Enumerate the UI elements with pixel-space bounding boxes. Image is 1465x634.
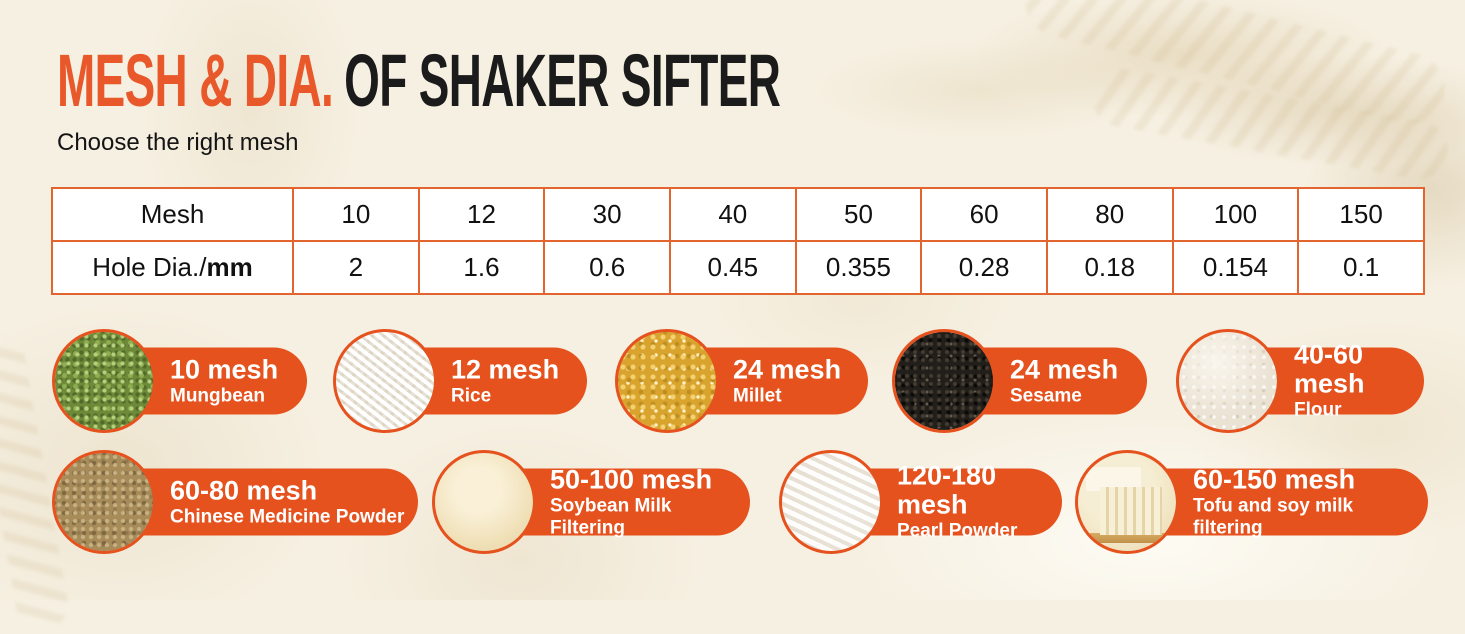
pearl-powder-photo-icon	[779, 450, 883, 554]
badge-chinese-medicine-powder: 60-80 mesh Chinese Medicine Powder	[52, 450, 418, 554]
sesame-photo-icon	[892, 329, 996, 433]
wheat-decoration-icon	[1017, 0, 1453, 131]
badge-product-label: Chinese Medicine Powder	[170, 506, 405, 528]
mesh-value: 80	[1045, 187, 1174, 242]
page-subtitle: Choose the right mesh	[57, 129, 299, 156]
tofu-photo-icon	[1075, 450, 1179, 554]
chinese-medicine-powder-photo-icon	[52, 450, 156, 554]
badge-rice: 12 mesh Rice	[333, 329, 587, 433]
mesh-value: 150	[1297, 187, 1425, 242]
page-title-accent: MESH & DIA.	[57, 39, 334, 122]
hole-dia-value: 0.18	[1045, 240, 1174, 295]
badge-product-label: Flour	[1294, 399, 1342, 421]
mesh-value: 40	[668, 187, 797, 242]
badge-product-label: Soybean Milk Filtering	[550, 495, 672, 539]
badge-mesh-label: 40-60 mesh	[1294, 339, 1365, 399]
badge-mesh-label: 10 mesh	[170, 354, 279, 384]
badge-product-label: Sesame	[1010, 385, 1082, 407]
badge-millet: 24 mesh Millet	[615, 329, 868, 433]
hole-dia-value: 0.28	[920, 240, 1048, 295]
badge-mesh-label: 12 mesh	[451, 354, 560, 384]
badge-mesh-label: 24 mesh	[1010, 354, 1119, 384]
millet-photo-icon	[615, 329, 719, 433]
mungbean-photo-icon	[52, 329, 156, 433]
badge-product-label: Tofu and soy milk filtering	[1193, 495, 1354, 539]
soybean-milk-photo-icon	[432, 450, 536, 554]
badge-mesh-label: 120-180 mesh	[897, 460, 997, 520]
badge-mesh-label: 60-80 mesh	[170, 475, 318, 505]
mesh-value: 10	[292, 187, 420, 242]
hole-dia-value: 0.1	[1297, 240, 1425, 295]
hole-dia-row-header: Hole Dia./mm	[51, 240, 294, 295]
table-row-hole-dia: Hole Dia./mm 2 1.6 0.6 0.45 0.355 0.28 0…	[51, 240, 1425, 295]
mesh-value: 50	[794, 187, 923, 242]
badge-pearl-powder: 120-180 mesh Pearl Powder	[779, 450, 1062, 554]
badge-product-label: Rice	[451, 385, 492, 407]
badge-product-label: Mungbean	[170, 385, 265, 407]
hole-dia-label: Hole Dia./	[92, 252, 207, 282]
mesh-value: 100	[1171, 187, 1300, 242]
page-title: MESH & DIA. OF SHAKER SIFTER	[57, 44, 781, 118]
wheat-decoration-icon	[1087, 64, 1453, 184]
badge-sesame: 24 mesh Sesame	[892, 329, 1147, 433]
badge-soybean-milk: 50-100 mesh Soybean Milk Filtering	[432, 450, 750, 554]
hole-dia-value: 0.45	[668, 240, 797, 295]
hole-dia-value: 0.355	[794, 240, 923, 295]
mesh-dia-table: Mesh 10 12 30 40 50 60 80 100 150 Hole D…	[51, 187, 1425, 295]
flour-photo-icon	[1176, 329, 1280, 433]
badge-tofu: 60-150 mesh Tofu and soy milk filtering	[1075, 450, 1428, 554]
page-title-rest: OF SHAKER SIFTER	[344, 39, 781, 122]
badge-product-label: Millet	[733, 385, 782, 407]
badge-mungbean: 10 mesh Mungbean	[52, 329, 307, 433]
badge-mesh-label: 50-100 mesh	[550, 464, 713, 495]
badge-flour: 40-60 mesh Flour	[1176, 329, 1424, 433]
table-row-mesh: Mesh 10 12 30 40 50 60 80 100 150	[51, 187, 1425, 242]
mesh-row-header: Mesh	[51, 187, 294, 242]
badge-mesh-label: 24 mesh	[733, 354, 842, 384]
hole-dia-value: 0.154	[1171, 240, 1300, 295]
badge-product-label: Pearl Powder	[897, 520, 1018, 542]
hole-dia-value: 1.6	[417, 240, 546, 295]
mesh-value: 30	[543, 187, 671, 242]
hole-dia-value: 0.6	[543, 240, 671, 295]
mesh-value: 12	[417, 187, 546, 242]
hole-dia-value: 2	[292, 240, 420, 295]
badge-mesh-label: 60-150 mesh	[1193, 464, 1356, 495]
rice-photo-icon	[333, 329, 437, 433]
mesh-value: 60	[920, 187, 1048, 242]
hole-dia-unit: mm	[206, 252, 253, 282]
